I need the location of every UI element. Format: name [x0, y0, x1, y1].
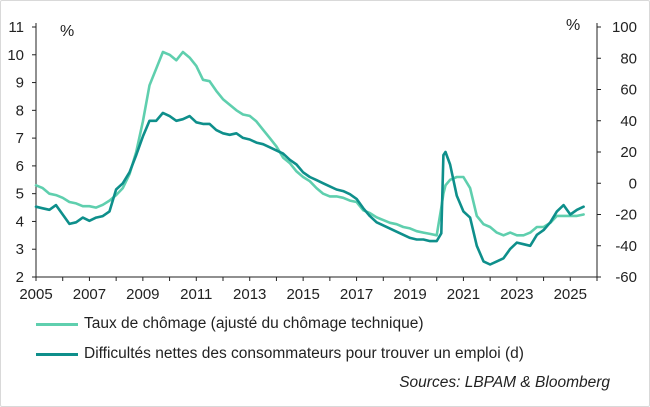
- x-axis-tick-label: 2025: [554, 286, 587, 303]
- right-axis-tick-label: 80: [620, 50, 637, 67]
- right-axis-tick-label: 40: [620, 113, 637, 130]
- legend-swatch-job-finding-difficulty: [36, 352, 78, 356]
- left-axis-tick-label: 4: [16, 213, 24, 230]
- left-axis-tick-label: 10: [7, 47, 24, 64]
- line-chart: 2 3 4 5 6 7 8 9 10 11 -60 -40 -20 0 20 40 60 80 100 2005 200…: [7, 17, 637, 303]
- left-axis-tick-label: 7: [16, 130, 24, 147]
- left-axis-tick-label: 3: [16, 241, 24, 258]
- chart-axes: 2 3 4 5 6 7 8 9 10 11 -60 -40 -20 0 20 40 60 80 100 2005 200…: [7, 19, 637, 303]
- x-axis-tick-label: 2007: [73, 286, 106, 303]
- right-axis-tick-label: -20: [615, 207, 637, 224]
- left-axis-tick-label: 2: [16, 269, 24, 286]
- legend-item-unemployment-rate: Taux de chômage (ajusté du chômage techn…: [36, 315, 424, 333]
- series-layer: [34, 50, 585, 266]
- left-axis-tick-label: 8: [16, 102, 24, 119]
- source-note: Sources: LBPAM & Bloomberg: [399, 374, 610, 391]
- right-axis-tick-label: 60: [620, 82, 637, 99]
- legend-label-unemployment-rate: Taux de chômage (ajusté du chômage techn…: [84, 315, 424, 332]
- legend-item-job-finding-difficulty: Difficultés nettes des consommateurs pou…: [36, 345, 524, 363]
- right-axis-tick-label: 20: [620, 144, 637, 161]
- right-axis-tick-label: 100: [612, 19, 637, 36]
- x-axis-tick-label: 2009: [126, 286, 159, 303]
- x-axis-tick-label: 2011: [180, 286, 212, 303]
- left-axis-tick-label: 5: [16, 186, 24, 203]
- left-axis-tick-label: 6: [16, 158, 24, 175]
- x-axis-tick-label: 2021: [447, 286, 480, 303]
- left-axis-tick-label: 9: [16, 75, 24, 92]
- x-axis-tick-label: 2005: [19, 286, 52, 303]
- x-axis-tick-label: 2015: [286, 286, 319, 303]
- series-line-job-finding-difficulty: [34, 111, 585, 266]
- series-line-unemployment-rate: [34, 50, 585, 237]
- x-axis-tick-label: 2013: [233, 286, 266, 303]
- right-axis-unit-label: %: [566, 17, 580, 34]
- x-axis-tick-label: 2017: [340, 286, 373, 303]
- left-axis-unit-label: %: [60, 23, 74, 40]
- right-axis-tick-label: 0: [629, 175, 637, 192]
- x-axis-tick-label: 2023: [500, 286, 533, 303]
- right-axis-tick-label: -60: [615, 269, 637, 286]
- legend-swatch-unemployment-rate: [36, 322, 78, 326]
- legend-label-job-finding-difficulty: Difficultés nettes des consommateurs pou…: [84, 345, 524, 362]
- left-axis-tick-label: 11: [8, 19, 24, 36]
- x-axis-tick-label: 2019: [393, 286, 426, 303]
- right-axis-tick-label: -40: [615, 238, 637, 255]
